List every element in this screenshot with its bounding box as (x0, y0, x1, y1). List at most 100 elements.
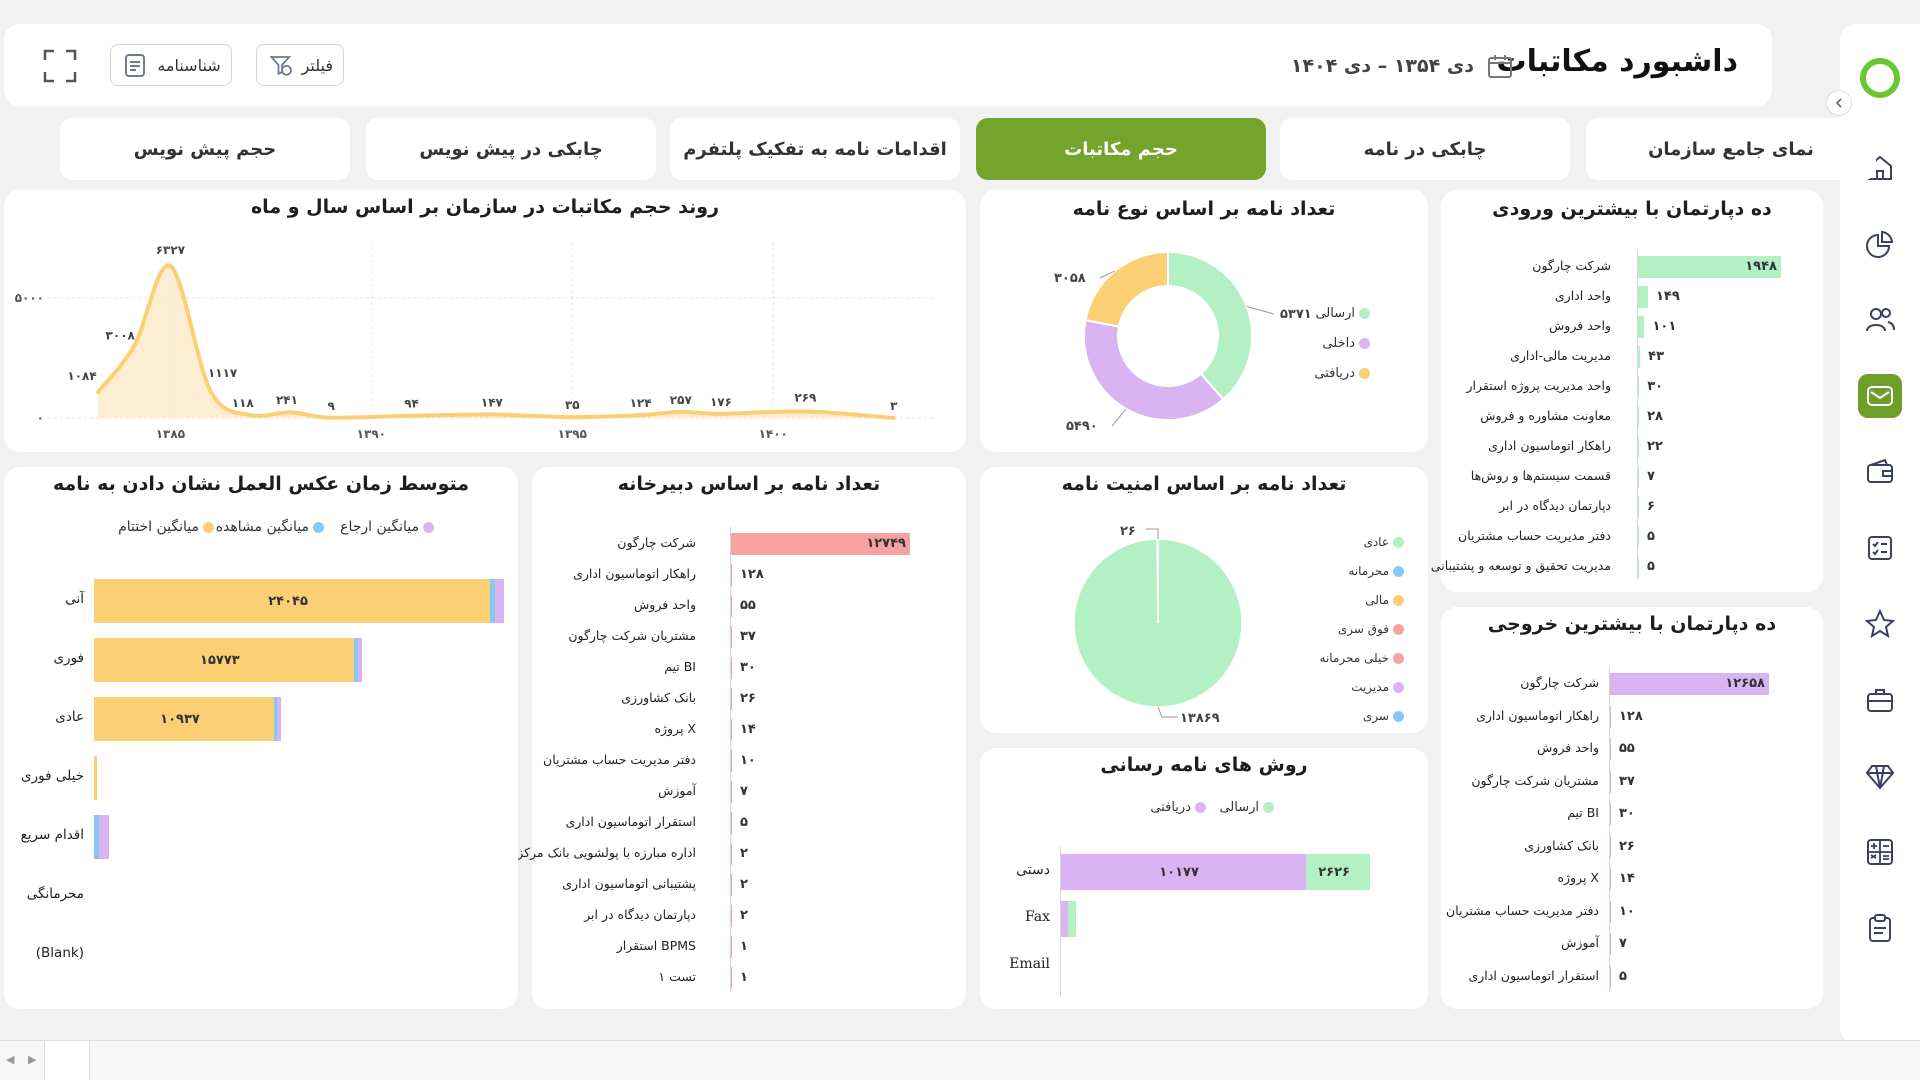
bar-label: بانک کشاورزی (621, 690, 696, 705)
legend-dot-icon (1359, 368, 1370, 379)
letter-type-title: تعداد نامه بر اساس نوع نامه (1072, 198, 1336, 220)
legend-item: خیلی محرمانه (1320, 651, 1404, 665)
bar-label: عادی (55, 709, 84, 725)
tab-2[interactable]: حجم مکاتبات (976, 118, 1266, 180)
pie-chart-icon[interactable] (1858, 222, 1902, 266)
bar-value: ۳۷ (740, 629, 756, 644)
pie-value-label: ۲۶ (1120, 524, 1136, 539)
tab-4[interactable]: چابکی در پیش نویس (366, 118, 656, 180)
bar-closing (94, 638, 355, 682)
checklist-icon[interactable] (1858, 526, 1902, 570)
tab-3[interactable]: اقدامات نامه به تفکیک پلتفرم (670, 118, 960, 180)
bar-label: فوری (53, 650, 84, 666)
top-outgoing-title: ده دپارتمان با بیشترین خروجی (1487, 613, 1777, 635)
bar-received (1306, 854, 1370, 890)
bar (1609, 738, 1611, 760)
data-label: ۶۳۲۷ (156, 243, 186, 257)
bar-value: ۱۴۹ (1656, 289, 1680, 304)
legend-label: میانگین اختتام (118, 519, 199, 535)
bar-label: مشتریان شرکت چارگون (1471, 772, 1599, 788)
bar-value: ۵ (1647, 559, 1655, 574)
bar-label: قسمت سیستم‌ها و روش‌ها (1470, 468, 1611, 483)
bar (1609, 900, 1611, 923)
bar-label: خیلی فوری (21, 768, 84, 784)
legend-item: دریافتی (1150, 800, 1206, 815)
bar-label: BPMS استقرار (616, 938, 696, 953)
diamond-icon[interactable] (1858, 754, 1902, 798)
bar-value: ۲۴۰۴۵ (268, 594, 308, 609)
bar-label: X پروژه (654, 721, 696, 736)
bar-value: ۲۶۲۶ (1318, 865, 1350, 880)
letter-type-donut-chart: ۵۳۷۱ ۵۴۹۰ ۳۰۵۸ (1054, 250, 1312, 434)
legend-label: ارسالی (1315, 306, 1355, 321)
filter-button[interactable]: فیلتر (256, 44, 344, 86)
bar-value: ۱۴ (740, 722, 756, 737)
bar-value: ۲ (740, 877, 748, 892)
date-range-picker[interactable]: دی ۱۳۵۴ – دی ۱۴۰۴ (1291, 48, 1514, 84)
pie-leader-line (1146, 528, 1159, 539)
date-range-label: دی ۱۳۵۴ – دی ۱۴۰۴ (1290, 55, 1474, 77)
legend-label: مدیریت (1351, 680, 1389, 694)
users-icon[interactable] (1858, 298, 1902, 342)
scroll-left-arrow-icon[interactable]: ◀ (6, 1053, 15, 1066)
collapse-toggle-button[interactable] (1826, 90, 1852, 116)
bar-dispatched (1060, 901, 1068, 937)
legend-dot-icon (1393, 710, 1404, 722)
bar-value: ۷ (1647, 469, 1655, 484)
bar (730, 936, 732, 958)
bar (1609, 673, 1769, 695)
id-card-button[interactable]: شناسنامه (110, 44, 232, 86)
bar-label: اداره مبارزه با پولشویی بانک مرکزی (507, 845, 696, 860)
page-tab[interactable] (44, 1041, 90, 1080)
bar-value: ۱۰ (1619, 903, 1635, 919)
clipboard-icon[interactable] (1858, 906, 1902, 950)
bar-value: ۱۹۴۸ (1745, 259, 1777, 274)
legend-label: فوق سری (1337, 622, 1389, 636)
bar-value: ۱۴ (1619, 871, 1635, 886)
bar-label: شرکت چارگون (1532, 258, 1611, 273)
legend-label: خیلی محرمانه (1319, 651, 1389, 665)
briefcase-icon[interactable] (1858, 678, 1902, 722)
bar-value: ۵ (1647, 529, 1655, 544)
bar-label: آموزش (1561, 935, 1599, 950)
fullscreen-button[interactable] (42, 48, 78, 84)
legend-item: عادی (1363, 535, 1404, 549)
trend-title: روند حجم مکاتبات در سازمان بر اساس سال و… (250, 196, 720, 218)
data-label: ۱۰۸۴ (67, 369, 96, 383)
bar-label: واحد فروش (1537, 740, 1599, 755)
bar-label: واحد مدیریت پروژه استقرار (1466, 378, 1611, 393)
bar-viewing (490, 579, 496, 623)
bar (1637, 556, 1639, 578)
bar-label: Email (1009, 956, 1050, 972)
data-label: ۱۴۷ (481, 395, 504, 409)
delivery-card: روش های نامه رسانی ارسالی دریافتی دستی ۱۰۱… (980, 748, 1428, 1009)
legend-item: سری (1363, 709, 1404, 723)
data-label: ۱۱۸ (232, 396, 255, 410)
mail-icon[interactable] (1858, 374, 1902, 418)
pie-slice (1156, 538, 1159, 624)
calculator-icon[interactable] (1858, 830, 1902, 874)
wallet-icon[interactable] (1858, 450, 1902, 494)
legend-dot-icon (1359, 338, 1370, 349)
scroll-right-arrow-icon[interactable]: ▶ (28, 1053, 37, 1066)
tab-0[interactable]: نمای جامع سازمان (1586, 118, 1876, 180)
bar-closing (94, 756, 97, 800)
bar-value: ۱۰۱ (1652, 319, 1677, 334)
bar-label: (Blank) (35, 945, 84, 961)
legend-dot-icon (313, 521, 324, 533)
bar (1637, 466, 1639, 488)
bar (730, 905, 732, 927)
pie-value-label: ۱۳۸۶۹ (1180, 711, 1220, 726)
legend-dot-icon (423, 521, 434, 533)
star-icon[interactable] (1858, 602, 1902, 646)
bar-value: ۱۲۸ (740, 567, 764, 582)
bar-label: BI تیم (664, 659, 696, 674)
tab-5[interactable]: حجم پیش نویس (60, 118, 350, 180)
legend-dot-icon (1393, 565, 1404, 577)
bar-label: X پروژه (1557, 870, 1599, 885)
legend-label: دریافتی (1150, 800, 1191, 815)
page-title: داشبورد مکاتبات (1496, 44, 1738, 79)
tab-1[interactable]: چابکی در نامه (1280, 118, 1570, 180)
bar (1637, 286, 1648, 308)
bar (730, 750, 732, 772)
